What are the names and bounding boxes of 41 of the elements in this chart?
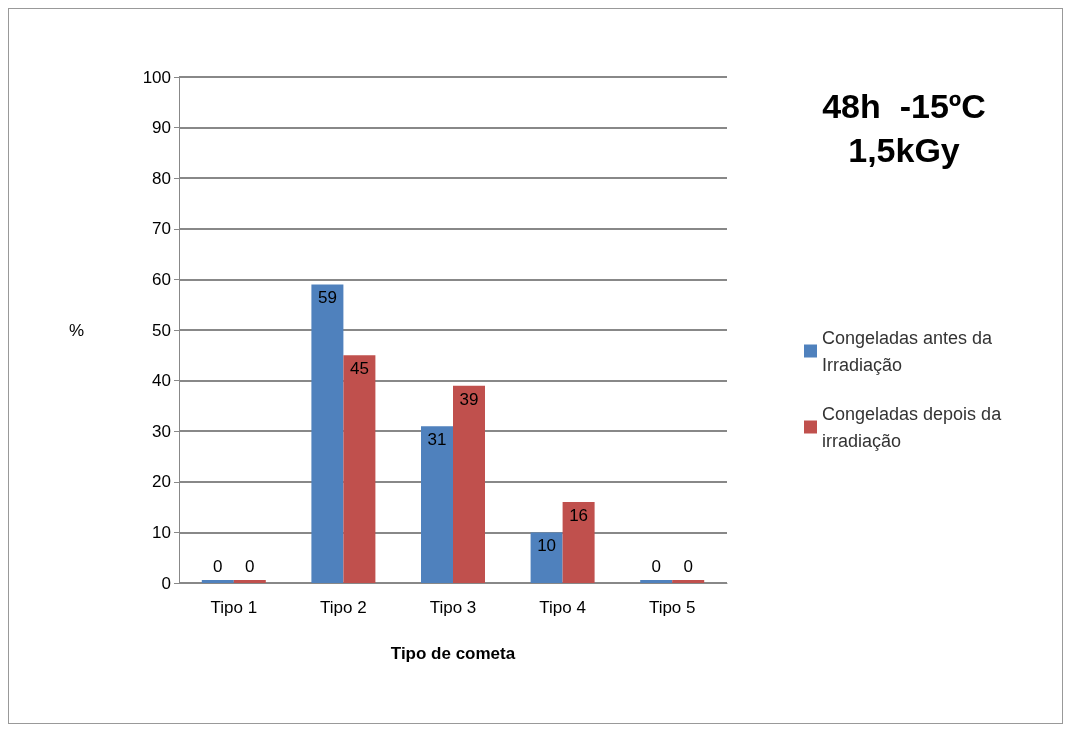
y-tick-label: 70 [152, 219, 171, 239]
data-label: 31 [427, 430, 447, 450]
data-label: 0 [245, 557, 255, 576]
bar [672, 580, 705, 583]
data-label: 0 [213, 557, 223, 576]
x-tick-label: Tipo 2 [320, 598, 367, 617]
data-label: 39 [459, 389, 479, 409]
y-tick-label: 10 [152, 522, 171, 542]
legend-label: Congeladas depois da irradiação [822, 403, 1007, 451]
bar [233, 580, 266, 583]
y-tick-label: 0 [161, 573, 171, 593]
y-tick-label: 30 [152, 421, 171, 441]
bar [421, 426, 453, 583]
x-axis-title: Tipo de cometa [390, 644, 516, 663]
x-tick-label: Tipo 5 [648, 598, 696, 617]
data-label: 59 [317, 288, 337, 308]
data-label: 0 [651, 557, 661, 576]
bar [562, 502, 595, 583]
y-tick-label: 40 [152, 371, 171, 391]
y-tick-label: 50 [152, 320, 171, 340]
data-label: 0 [683, 557, 693, 576]
data-label: 10 [537, 536, 557, 556]
x-tick-label: Tipo 1 [210, 598, 258, 617]
data-label: 45 [349, 359, 369, 379]
y-axis-title: % [68, 320, 84, 340]
bar [201, 580, 234, 583]
data-label: 16 [569, 506, 589, 526]
x-tick-label: Tipo 4 [539, 598, 586, 617]
y-tick-label: 90 [152, 118, 171, 138]
x-tick-label: Tipo 3 [429, 598, 477, 617]
y-tick-label: 100 [142, 67, 171, 87]
bar [640, 580, 673, 583]
text: 48h -15ºC 1,5kGy [822, 87, 986, 169]
bar [311, 284, 344, 583]
bar [453, 385, 485, 583]
bar [530, 532, 563, 583]
y-tick-label: 20 [152, 472, 171, 492]
legend-label: Congeladas antes da Irradiação [822, 327, 998, 375]
y-tick-label: 60 [152, 269, 171, 289]
y-tick-label: 80 [152, 168, 171, 188]
bar [343, 355, 376, 583]
